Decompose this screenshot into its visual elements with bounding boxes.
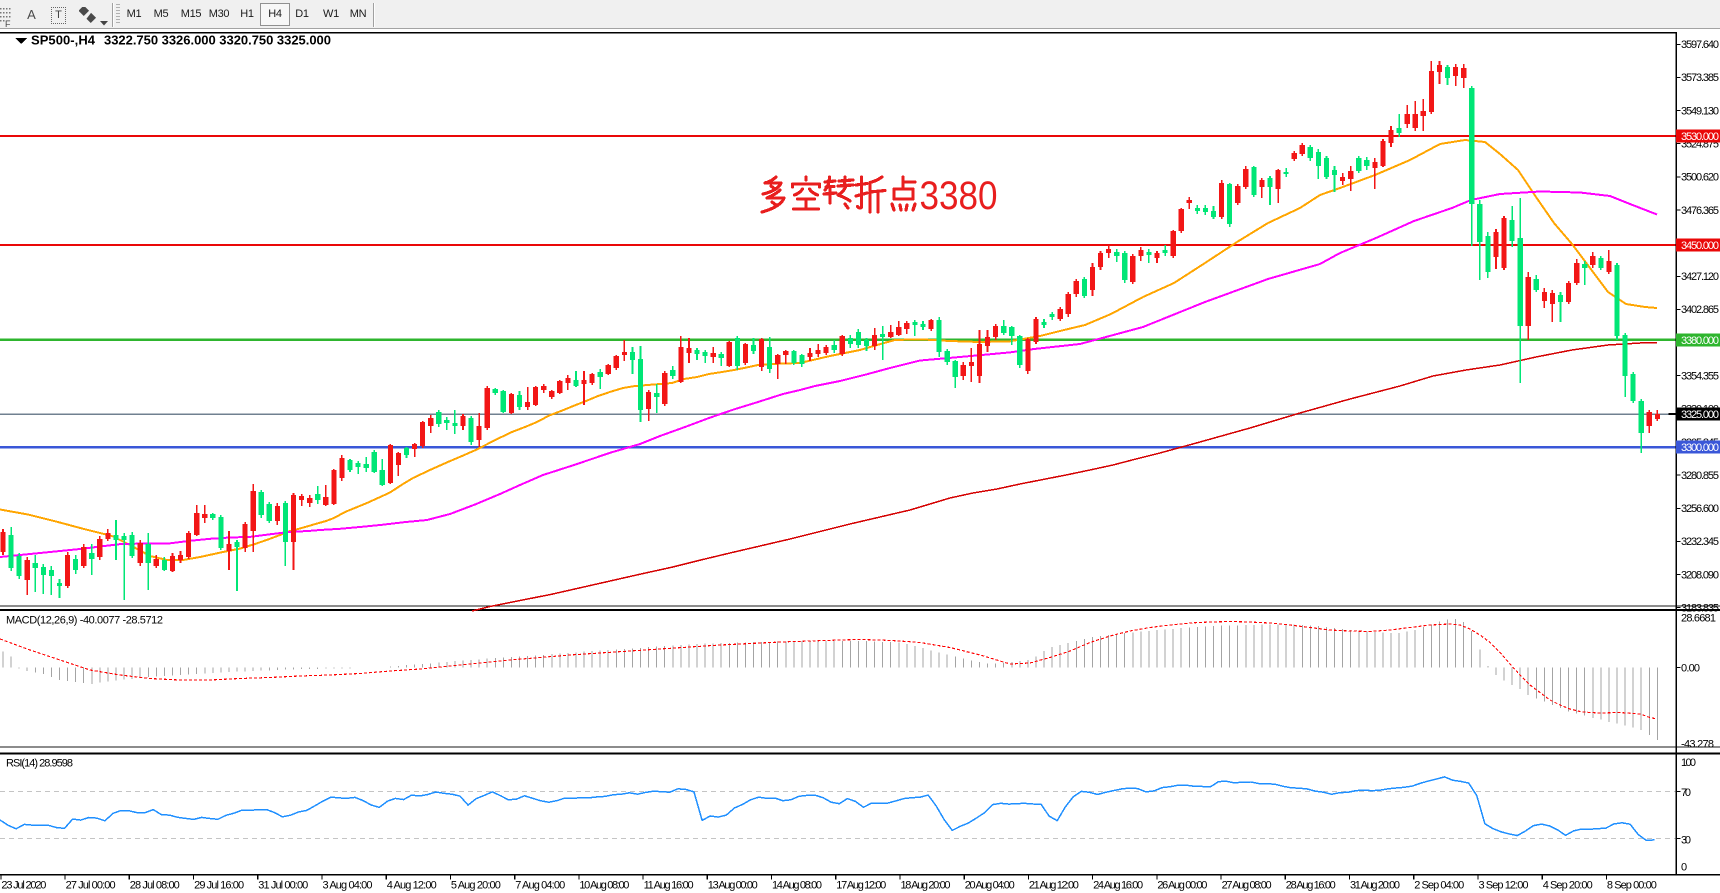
svg-text:8 Sep 00:00: 8 Sep 00:00 [1607,879,1657,891]
svg-text:30: 30 [1681,834,1691,846]
svg-text:3427.120: 3427.120 [1681,271,1719,283]
svg-text:3597.640: 3597.640 [1681,39,1719,51]
svg-text:RSI(14) 28.9598: RSI(14) 28.9598 [6,758,73,770]
svg-text:100: 100 [1681,757,1696,769]
svg-text:27 Aug 08:00: 27 Aug 08:00 [1222,879,1272,891]
svg-text:29 Jul 16:00: 29 Jul 16:00 [194,879,244,891]
svg-text:11 Aug 16:00: 11 Aug 16:00 [644,879,694,891]
svg-text:3380.000: 3380.000 [1681,335,1719,347]
svg-text:3573.385: 3573.385 [1681,72,1719,84]
svg-text:10 Aug 08:00: 10 Aug 08:00 [579,879,629,891]
svg-text:28 Jul 08:00: 28 Jul 08:00 [130,879,180,891]
svg-text:3208.090: 3208.090 [1681,569,1719,581]
svg-text:3450.000: 3450.000 [1681,240,1719,252]
svg-text:28 Aug 16:00: 28 Aug 16:00 [1286,879,1336,891]
svg-text:3530.000: 3530.000 [1681,131,1719,143]
svg-text:3380: 3380 [920,174,998,218]
svg-text:3 Aug 04:00: 3 Aug 04:00 [323,879,373,891]
svg-text:21 Aug 12:00: 21 Aug 12:00 [1029,879,1079,891]
svg-text:26 Aug 00:00: 26 Aug 00:00 [1157,879,1207,891]
svg-text:3300.000: 3300.000 [1681,442,1719,454]
svg-text:MACD(12,26,9) -40.0077 -28.571: MACD(12,26,9) -40.0077 -28.5712 [6,615,163,627]
svg-text:70: 70 [1681,787,1691,799]
svg-text:3325.000: 3325.000 [1681,409,1719,421]
svg-text:14 Aug 08:00: 14 Aug 08:00 [772,879,822,891]
svg-text:3549.130: 3549.130 [1681,105,1719,117]
svg-text:5 Aug 20:00: 5 Aug 20:00 [451,879,501,891]
svg-text:3322.750 3326.000 3320.750 332: 3322.750 3326.000 3320.750 3325.000 [104,33,331,48]
svg-text:23 Jul 2020: 23 Jul 2020 [1,879,46,891]
svg-text:31 Aug 20:00: 31 Aug 20:00 [1350,879,1400,891]
svg-text:SP500-,H4: SP500-,H4 [31,33,96,48]
svg-text:3402.865: 3402.865 [1681,304,1719,316]
svg-text:24 Aug 16:00: 24 Aug 16:00 [1093,879,1143,891]
svg-text:4 Aug 12:00: 4 Aug 12:00 [387,879,437,891]
svg-text:4 Sep 20:00: 4 Sep 20:00 [1543,879,1593,891]
svg-text:-43.278: -43.278 [1681,739,1714,751]
svg-text:28.6681: 28.6681 [1681,613,1716,625]
svg-text:17 Aug 12:00: 17 Aug 12:00 [836,879,886,891]
svg-text:3 Sep 12:00: 3 Sep 12:00 [1479,879,1529,891]
svg-text:3354.355: 3354.355 [1681,371,1719,383]
svg-text:0.00: 0.00 [1681,662,1700,674]
svg-text:31 Jul 00:00: 31 Jul 00:00 [258,879,308,891]
svg-text:0: 0 [1681,861,1687,873]
svg-text:3256.600: 3256.600 [1681,503,1719,515]
svg-text:20 Aug 04:00: 20 Aug 04:00 [965,879,1015,891]
svg-text:13 Aug 00:00: 13 Aug 00:00 [708,879,758,891]
svg-text:3232.345: 3232.345 [1681,536,1719,548]
svg-text:18 Aug 20:00: 18 Aug 20:00 [901,879,951,891]
svg-text:3183.835: 3183.835 [1681,603,1719,615]
svg-text:2 Sep 04:00: 2 Sep 04:00 [1414,879,1464,891]
svg-text:F: F [5,19,11,28]
svg-text:7 Aug 04:00: 7 Aug 04:00 [515,879,565,891]
svg-text:3500.620: 3500.620 [1681,172,1719,184]
svg-text:3476.365: 3476.365 [1681,205,1719,217]
svg-text:27 Jul 00:00: 27 Jul 00:00 [66,879,116,891]
svg-text:3280.855: 3280.855 [1681,470,1719,482]
